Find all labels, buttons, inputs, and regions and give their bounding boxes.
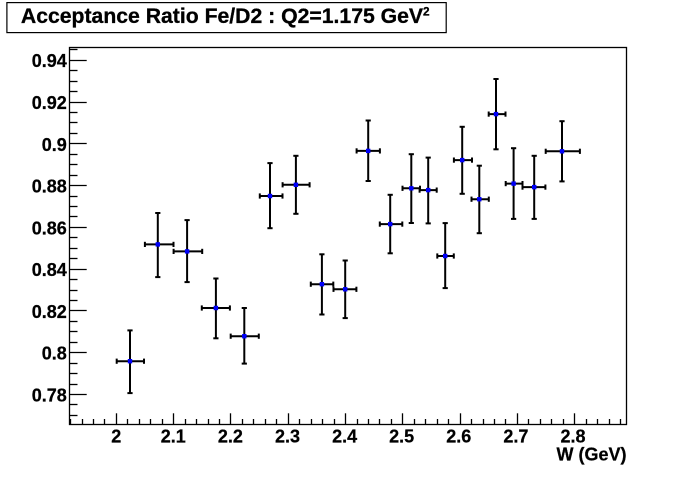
svg-text:0.82: 0.82 (32, 302, 67, 322)
svg-text:0.78: 0.78 (32, 385, 67, 405)
svg-text:0.8: 0.8 (42, 344, 67, 364)
svg-text:0.9: 0.9 (42, 135, 67, 155)
svg-text:Acceptance Ratio Fe/D2 : Q2=1.: Acceptance Ratio Fe/D2 : Q2=1.175 GeV2 (21, 5, 430, 29)
svg-text:0.84: 0.84 (32, 260, 67, 280)
svg-text:0.88: 0.88 (32, 177, 67, 197)
svg-text:0.86: 0.86 (32, 218, 67, 238)
svg-text:2.5: 2.5 (389, 426, 414, 446)
svg-text:2: 2 (111, 426, 121, 446)
svg-text:2.4: 2.4 (332, 426, 357, 446)
svg-text:2.3: 2.3 (275, 426, 300, 446)
svg-text:0.94: 0.94 (32, 51, 67, 71)
svg-text:W (GeV): W (GeV) (557, 445, 627, 465)
svg-text:2.2: 2.2 (218, 426, 243, 446)
svg-text:2.6: 2.6 (446, 426, 471, 446)
svg-text:2.1: 2.1 (161, 426, 186, 446)
svg-text:2.7: 2.7 (503, 426, 528, 446)
svg-text:0.92: 0.92 (32, 93, 67, 113)
svg-text:2.8: 2.8 (560, 426, 585, 446)
